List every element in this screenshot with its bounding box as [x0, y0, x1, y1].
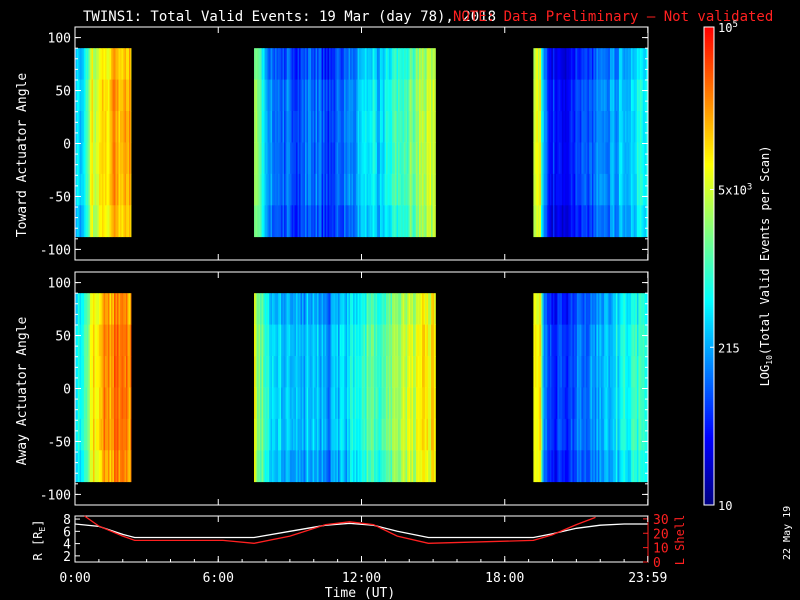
r-axis-label: R [RE]: [31, 520, 47, 561]
figure-title: TWINS1: Total Valid Events: 19 Mar (day …: [83, 9, 496, 25]
colorbar-tick-label: 215: [718, 341, 740, 355]
y-tick-label: -50: [48, 190, 71, 205]
heatmap-block-0: [75, 293, 132, 483]
top-ylabel: Toward Actuator Angle: [15, 73, 30, 238]
bottom-ylabel: Away Actuator Angle: [15, 316, 30, 465]
x-tick-label: 6:00: [203, 571, 234, 586]
heatmap-block-2: [533, 48, 649, 238]
colorbar-tick-label: 10: [718, 499, 732, 513]
y-tick-label: 100: [48, 277, 71, 292]
heatmap-block-1: [254, 293, 436, 483]
y-tick-label: -100: [40, 488, 71, 503]
l-shell-line: [84, 515, 596, 544]
y-tick-label: -100: [40, 243, 71, 258]
y-tick-label: 50: [55, 85, 71, 100]
x-tick-label: 0:00: [59, 571, 90, 586]
lshell-tick-label: 10: [653, 542, 669, 557]
lshell-tick-label: 20: [653, 527, 669, 542]
away-angle-panel: 100 50 0 -50 -100: [40, 271, 649, 506]
colorbar: 105 5x103 215 10 LOG10(Total Valid Events pe…: [703, 20, 774, 513]
preliminary-note: NOTE: Data Preliminary — Not validated: [453, 9, 773, 25]
r-tick-label: 6: [63, 525, 71, 540]
x-tick-label: 18:00: [485, 571, 524, 586]
y-tick-label: 50: [55, 330, 71, 345]
heatmap-block-2: [533, 293, 649, 483]
colorbar-tick-label: 105: [718, 20, 738, 35]
y-tick-label: 0: [63, 138, 71, 153]
x-tick-label: 23:59: [628, 571, 667, 586]
y-tick-label: 0: [63, 383, 71, 398]
date-stamp: 22 May 19: [782, 506, 793, 560]
x-axis-label: Time (UT): [325, 586, 395, 600]
lshell-tick-label: 0: [653, 556, 661, 571]
heatmap-block-0: [75, 48, 132, 238]
lshell-tick-label: 30: [653, 513, 669, 528]
y-tick-label: -50: [48, 435, 71, 450]
y-tick-label: 100: [48, 32, 71, 47]
r-tick-label: 8: [63, 513, 71, 528]
toward-angle-panel: 100 50 0 -50 -100: [40, 26, 649, 261]
r-tick-label: 4: [63, 538, 71, 553]
heatmap-block-1: [254, 48, 436, 238]
colorbar-label: LOG10(Total Valid Events per Scan): [758, 146, 774, 387]
x-tick-label: 12:00: [342, 571, 381, 586]
lshell-axis-label: L Shell: [673, 515, 687, 566]
r-tick-label: 2: [63, 550, 71, 565]
colorbar-tick-label: 5x103: [718, 183, 752, 198]
colorbar-gradient: [704, 27, 714, 506]
